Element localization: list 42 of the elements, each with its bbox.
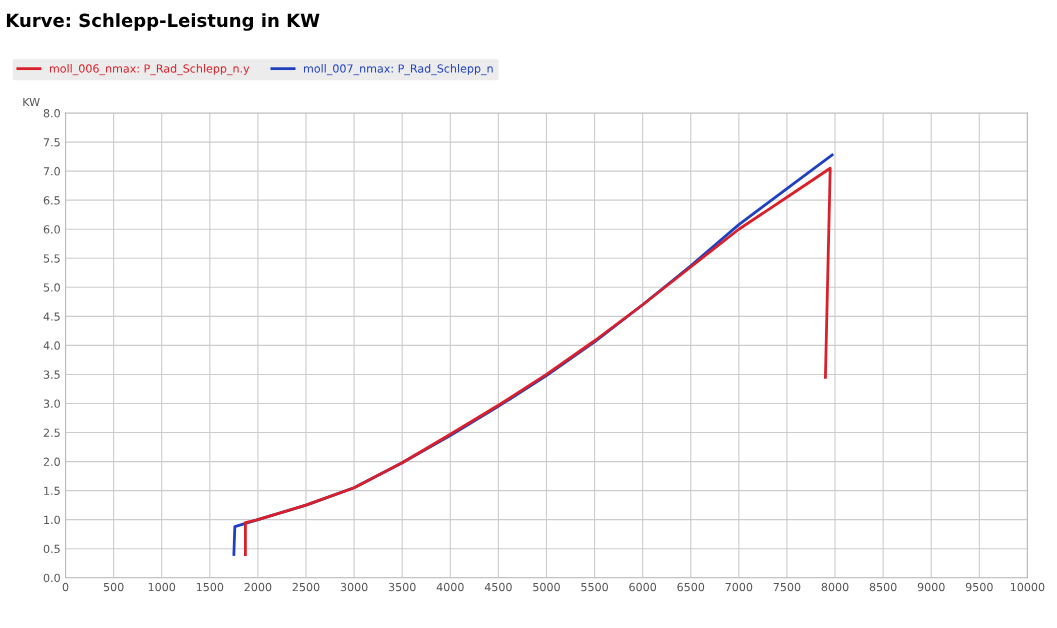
y-tick-label: 4.0 — [43, 341, 60, 350]
x-tick-label: 3500 — [388, 582, 416, 592]
x-tick-label: 2500 — [292, 582, 320, 592]
y-tick-label: 5.5 — [43, 254, 60, 263]
y-tick-label: 7.5 — [43, 138, 60, 147]
y-tick-label: 6.0 — [43, 225, 60, 234]
x-tick-label: 3000 — [340, 582, 368, 592]
x-tick-label: 6000 — [629, 582, 657, 592]
x-tick-label: 10000 — [1010, 582, 1045, 592]
y-tick-label: 1.0 — [44, 515, 60, 525]
x-tick-label: 1000 — [148, 582, 176, 592]
x-tick-label: 7000 — [725, 582, 753, 592]
x-tick-label: 6500 — [677, 582, 705, 592]
y-tick-label: 6.5 — [43, 196, 60, 205]
y-tick-label: 3.0 — [43, 399, 60, 408]
y-tick-label: 7.0 — [43, 167, 60, 176]
x-tick-label: 500 — [103, 582, 124, 592]
legend-label: moll_006_nmax: P_Rad_Schlepp_n.y — [49, 64, 250, 76]
y-tick-label: 4.5 — [43, 312, 60, 321]
x-tick-label: 5000 — [533, 582, 560, 592]
y-tick-label: 2.5 — [43, 428, 60, 437]
x-tick-label: 2000 — [244, 582, 272, 592]
y-tick-label: 1.5 — [44, 486, 60, 495]
x-tick-label: 8500 — [869, 582, 897, 592]
x-tick-label: 4000 — [436, 582, 464, 592]
x-tick-label: 9000 — [917, 582, 945, 592]
chart-title: Kurve: Schlepp-Leistung in KW — [6, 13, 320, 31]
x-tick-label: 7500 — [773, 582, 801, 592]
x-tick-label: 5500 — [581, 582, 608, 592]
y-axis-title: KW — [23, 97, 40, 107]
y-tick-label: 8.0 — [43, 109, 60, 118]
x-tick-label: 4500 — [484, 582, 512, 592]
x-tick-label: 1500 — [196, 582, 224, 592]
y-tick-label: 0.5 — [43, 544, 60, 554]
y-tick-label: 2.0 — [43, 457, 60, 466]
y-tick-label: 0.0 — [43, 573, 60, 583]
x-tick-label: 8000 — [821, 582, 849, 592]
legend-label: moll_007_nmax: P_Rad_Schlepp_n — [304, 64, 493, 76]
x-tick-label: 0 — [62, 582, 69, 592]
y-tick-label: 3.5 — [43, 370, 60, 379]
y-tick-label: 5.0 — [43, 283, 60, 292]
x-tick-label: 9500 — [965, 582, 993, 592]
